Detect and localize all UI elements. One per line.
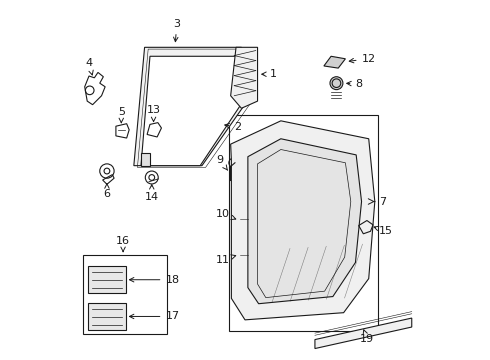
Polygon shape — [88, 303, 125, 330]
Text: 12: 12 — [349, 54, 376, 64]
Polygon shape — [88, 266, 125, 293]
Text: 13: 13 — [147, 105, 161, 122]
Polygon shape — [315, 318, 412, 348]
Bar — [83, 255, 167, 334]
Text: 1: 1 — [262, 69, 276, 79]
Text: 19: 19 — [360, 330, 374, 343]
Text: 15: 15 — [374, 226, 392, 236]
Text: 10: 10 — [216, 209, 236, 220]
Bar — [229, 116, 378, 330]
Polygon shape — [141, 56, 247, 166]
Text: 7: 7 — [379, 197, 387, 207]
Polygon shape — [231, 121, 375, 320]
Text: 2: 2 — [225, 122, 242, 132]
Text: 9: 9 — [217, 155, 228, 170]
Text: 4: 4 — [85, 58, 93, 75]
Text: 5: 5 — [118, 107, 125, 123]
Polygon shape — [324, 56, 345, 68]
Text: 17: 17 — [129, 311, 179, 321]
Text: 14: 14 — [145, 185, 159, 202]
Polygon shape — [141, 153, 150, 166]
Text: 8: 8 — [347, 79, 363, 89]
Text: 6: 6 — [103, 184, 110, 199]
Text: 16: 16 — [116, 236, 130, 252]
Text: 3: 3 — [173, 19, 180, 42]
Polygon shape — [231, 47, 258, 108]
Polygon shape — [134, 47, 252, 166]
Circle shape — [330, 77, 343, 90]
Polygon shape — [248, 139, 362, 304]
Text: 11: 11 — [216, 255, 236, 265]
Text: 18: 18 — [129, 275, 179, 285]
